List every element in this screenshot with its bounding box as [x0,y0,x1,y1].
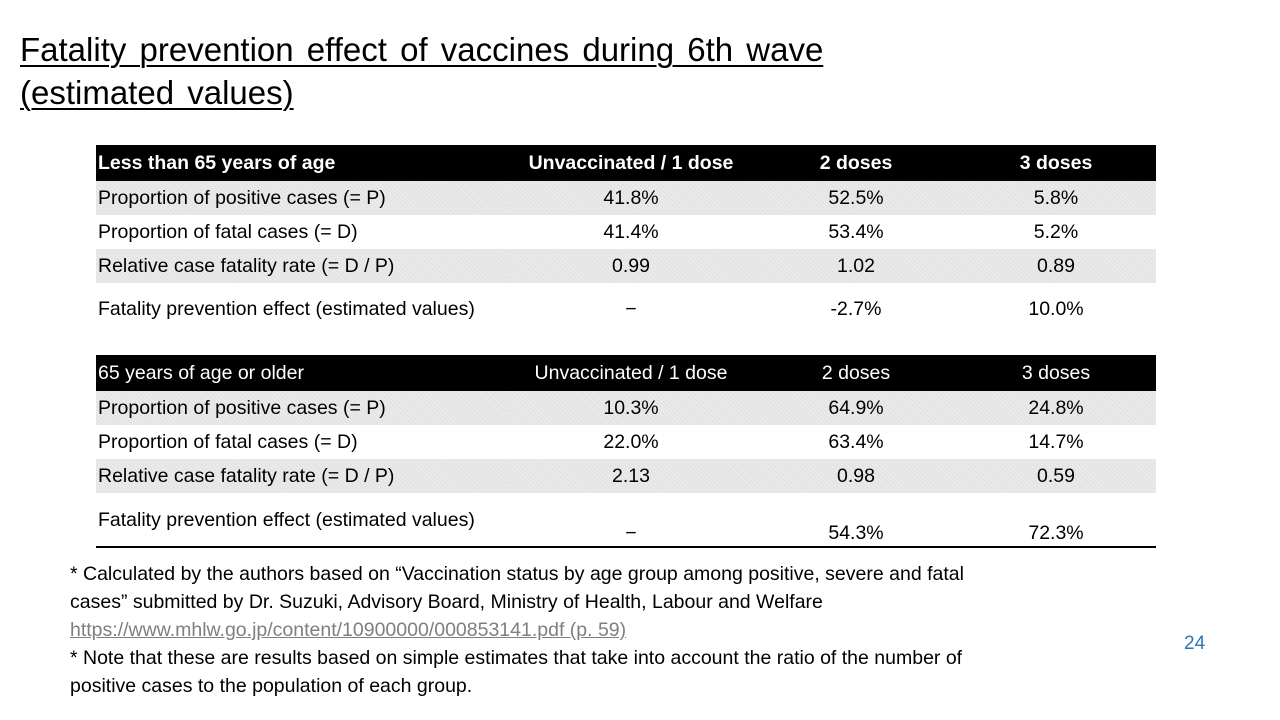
row-label: Relative case fatality rate (= D / P) [96,249,506,283]
header-unvaccinated: Unvaccinated / 1 dose [506,145,756,181]
table-row: Proportion of fatal cases (= D) 22.0% 63… [96,425,1156,459]
cell-value: 72.3% [1028,522,1084,544]
table-row: Relative case fatality rate (= D / P) 0.… [96,249,1156,283]
cell-value: 14.7% [1028,430,1084,453]
cell-value: 53.4% [828,220,884,243]
cell-value: 22.0% [603,430,659,453]
header-2-doses: 2 doses [756,145,956,181]
cell-value: 5.2% [1033,220,1079,243]
header-unvaccinated: Unvaccinated / 1 dose [506,355,756,391]
cell-value: 41.4% [603,220,659,243]
source-link[interactable]: https://www.mhlw.go.jp/content/10900000/… [70,619,627,641]
cell-value: − [625,298,637,320]
footnote-line: cases” submitted by Dr. Suzuki, Advisory… [70,591,823,613]
cell-value: 0.98 [756,459,956,493]
slide-title-line-2: (estimated values) [20,74,294,111]
header-2-doses: 2 doses [756,355,956,391]
footnote-line: * Note that these are results based on s… [70,647,963,669]
table-65-and-older: 65 years of age or older Unvaccinated / … [96,355,1156,548]
row-label: Fatality prevention effect (estimated va… [98,508,475,531]
table-header-row: 65 years of age or older Unvaccinated / … [96,355,1156,391]
cell-value: 0.99 [506,249,756,283]
page-number: 24 [1184,633,1206,654]
cell-value: 24.8% [956,391,1156,425]
slide-title: Fatality prevention effect of vaccines d… [20,28,823,114]
header-age-group: Less than 65 years of age [96,145,506,181]
cell-value: − [625,522,637,544]
table-row: Proportion of fatal cases (= D) 41.4% 53… [96,215,1156,249]
row-label: Proportion of fatal cases (= D) [98,220,358,243]
cell-value: 52.5% [756,181,956,215]
row-label: Fatality prevention effect (estimated va… [98,298,475,320]
footnotes: * Calculated by the authors based on “Va… [70,560,1180,700]
row-label: Proportion of fatal cases (= D) [98,430,358,453]
cell-value: 10.0% [1028,298,1084,320]
header-3-doses: 3 doses [956,355,1156,391]
table-row: Proportion of positive cases (= P) 10.3%… [96,391,1156,425]
row-label: Proportion of positive cases (= P) [96,181,506,215]
cell-value: 1.02 [756,249,956,283]
row-label: Proportion of positive cases (= P) [96,391,506,425]
footnote-line: * Calculated by the authors based on “Va… [70,563,964,585]
table-under-65: Less than 65 years of age Unvaccinated /… [96,145,1156,335]
cell-value: -2.7% [830,298,882,320]
header-age-group: 65 years of age or older [96,355,506,391]
cell-value: 0.89 [956,249,1156,283]
header-3-doses: 3 doses [956,145,1156,181]
footnote-line: positive cases to the population of each… [70,675,473,697]
cell-value: 63.4% [828,430,884,453]
cell-value: 54.3% [828,522,884,544]
table-row: Proportion of positive cases (= P) 41.8%… [96,181,1156,215]
table-row: Relative case fatality rate (= D / P) 2.… [96,459,1156,493]
slide-title-line-1: Fatality prevention effect of vaccines d… [20,31,824,68]
cell-value: 41.8% [506,181,756,215]
table-row: Fatality prevention effect (estimated va… [96,493,1156,547]
table-row: Fatality prevention effect (estimated va… [96,283,1156,335]
cell-value: 10.3% [506,391,756,425]
cell-value: 0.59 [956,459,1156,493]
cell-value: 64.9% [756,391,956,425]
cell-value: 5.8% [956,181,1156,215]
cell-value: 2.13 [506,459,756,493]
table-header-row: Less than 65 years of age Unvaccinated /… [96,145,1156,181]
row-label: Relative case fatality rate (= D / P) [96,459,506,493]
